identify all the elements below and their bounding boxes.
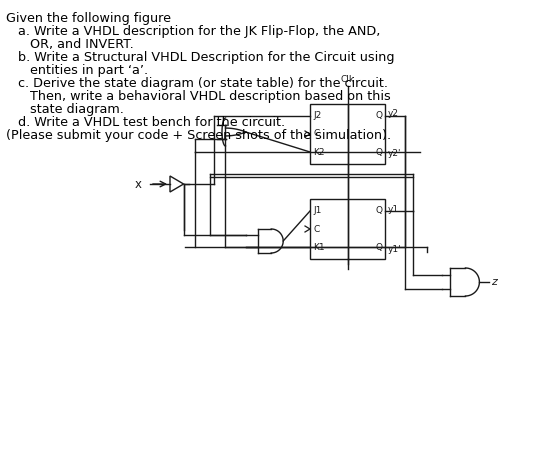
Text: a. Write a VHDL description for the JK Flip-Flop, the AND,: a. Write a VHDL description for the JK F…	[6, 25, 380, 38]
Text: y1': y1'	[388, 245, 402, 253]
Text: Clk: Clk	[340, 75, 355, 84]
Text: Q: Q	[375, 111, 382, 120]
Text: J1: J1	[313, 206, 321, 215]
Text: Then, write a behavioral VHDL description based on this: Then, write a behavioral VHDL descriptio…	[6, 90, 391, 103]
Text: c. Derive the state diagram (or state table) for the circuit.: c. Derive the state diagram (or state ta…	[6, 77, 388, 90]
Text: y1: y1	[388, 204, 399, 213]
Text: x: x	[135, 178, 142, 191]
Text: OR, and INVERT.: OR, and INVERT.	[6, 38, 134, 51]
Text: entities in part ‘a’.: entities in part ‘a’.	[6, 64, 148, 77]
Text: Q: Q	[375, 206, 382, 215]
Text: z: z	[491, 277, 497, 287]
Text: C: C	[313, 129, 319, 138]
Text: Q: Q	[375, 243, 382, 252]
Text: K2: K2	[313, 148, 325, 157]
Text: Q: Q	[375, 148, 382, 157]
Text: y2: y2	[388, 109, 399, 118]
Bar	[310, 199, 385, 259]
Text: d. Write a VHDL test bench for the circuit.: d. Write a VHDL test bench for the circu…	[6, 116, 285, 129]
Text: K1: K1	[313, 243, 325, 252]
Text: (Please submit your code + Screen shots of the simulation).: (Please submit your code + Screen shots …	[6, 129, 391, 142]
Text: b. Write a Structural VHDL Description for the Circuit using: b. Write a Structural VHDL Description f…	[6, 51, 395, 64]
Text: Given the following figure: Given the following figure	[6, 12, 171, 25]
Bar	[310, 104, 385, 164]
Text: state diagram.: state diagram.	[6, 103, 124, 116]
Text: J2: J2	[313, 111, 321, 120]
Text: C: C	[313, 224, 319, 233]
Text: y2': y2'	[388, 149, 402, 158]
